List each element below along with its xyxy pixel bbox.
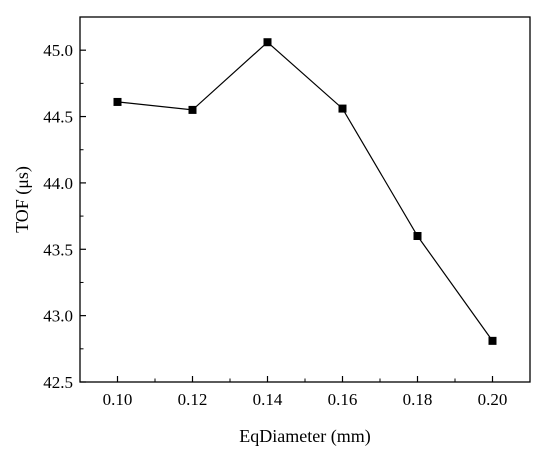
x-tick-label: 0.12 <box>178 390 208 409</box>
x-axis: 0.10 0.12 0.14 0.16 0.18 0.20 <box>103 376 508 409</box>
y-tick-label: 42.5 <box>43 373 73 392</box>
plot-border <box>79 16 531 383</box>
data-point <box>263 38 272 47</box>
x-tick-label: 0.10 <box>103 390 133 409</box>
x-axis-title: EqDiameter (mm) <box>239 426 370 447</box>
data-point <box>413 232 422 240</box>
data-point <box>188 105 197 114</box>
plot-frame <box>79 16 531 383</box>
data-series <box>113 38 497 345</box>
y-tick-label: 45.0 <box>43 41 73 60</box>
x-tick-label: 0.14 <box>253 390 283 409</box>
x-tick-label: 0.16 <box>328 390 358 409</box>
data-point <box>338 104 347 113</box>
y-axis: 42.5 43.0 43.5 44.0 44.5 45.0 <box>43 16 86 392</box>
y-tick-label: 44.5 <box>43 108 73 127</box>
y-tick-label: 43.5 <box>43 240 73 259</box>
y-tick-label: 44.0 <box>43 174 73 193</box>
series-line <box>117 41 493 342</box>
x-tick-label: 0.20 <box>478 390 508 409</box>
y-tick-label: 43.0 <box>43 307 73 326</box>
data-point <box>113 97 122 106</box>
data-point <box>488 336 497 345</box>
x-tick-label: 0.18 <box>403 390 433 409</box>
y-axis-title: TOF (μs) <box>12 166 33 233</box>
